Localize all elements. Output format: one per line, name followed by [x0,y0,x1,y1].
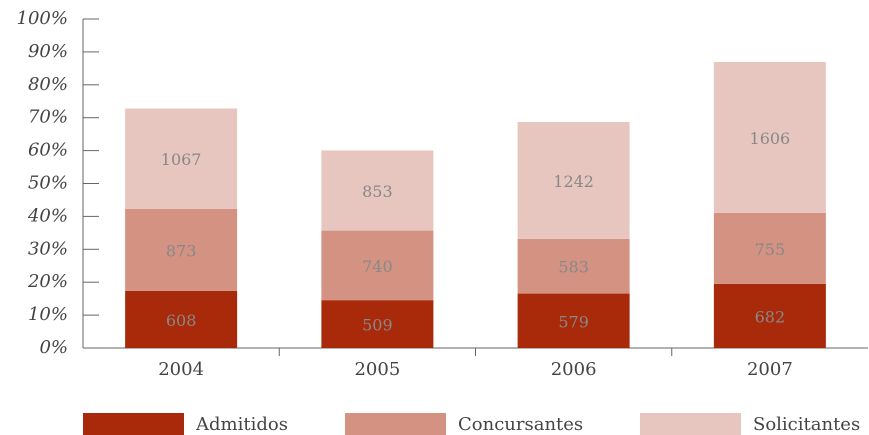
value-label: 853 [362,182,393,201]
value-label: 509 [362,316,393,335]
y-tick-label: 30% [28,238,68,259]
value-label: 608 [166,311,197,330]
bar-segment [517,122,630,239]
y-tick-label: 90% [28,41,68,62]
bar-segment [517,293,630,348]
y-tick-label: 20% [27,271,68,292]
legend-swatch [83,413,184,435]
value-label: 583 [558,258,589,277]
y-tick-label: 70% [28,107,68,128]
legend-label: Admitidos [195,414,288,435]
bar-segment [713,212,826,284]
value-label: 1242 [553,172,594,191]
value-label: 579 [558,312,589,331]
y-tick-label: 60% [28,140,68,161]
bar-segment [321,150,434,231]
bar-segment [713,283,826,348]
value-label: 1067 [161,150,202,169]
bar-segment [321,230,434,301]
bar-segment [125,290,238,348]
bar-segment [125,108,238,209]
bar-segment [321,300,434,348]
y-tick-label: 40% [27,205,68,226]
value-label: 740 [362,257,393,276]
legend-swatch [345,413,446,435]
value-label: 873 [166,241,197,260]
y-tick-label: 0% [39,337,68,358]
y-tick-label: 50% [28,173,68,194]
legend-label: Solicitantes [753,414,860,435]
y-tick-label: 10% [28,304,68,325]
bar-segment [125,208,238,291]
y-tick-label: 80% [28,74,68,95]
bar-segment [713,61,826,213]
value-label: 1606 [750,129,791,148]
x-tick-label: 2004 [158,359,204,380]
value-label: 682 [755,307,786,326]
legend-label: Concursantes [458,414,583,435]
value-label: 755 [755,240,786,259]
y-tick-label: 100% [17,8,68,29]
legend-swatch [640,413,741,435]
x-tick-label: 2005 [354,359,400,380]
bar-segment [517,238,630,294]
x-tick-label: 2007 [747,359,793,380]
x-tick-label: 2006 [551,359,597,380]
